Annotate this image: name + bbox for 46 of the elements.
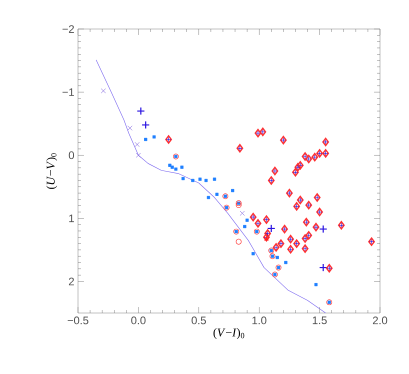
point (236, 202, 242, 208)
point (144, 138, 148, 142)
point (252, 252, 255, 256)
x-tick-label: 0.5 (192, 316, 206, 324)
point (168, 164, 172, 167)
point (170, 166, 174, 169)
y-axis-title: (U−V)$_{0}$ (46, 153, 58, 189)
point (191, 178, 194, 182)
point (100, 88, 106, 94)
point (136, 106, 145, 116)
point (204, 178, 208, 182)
point (236, 238, 242, 245)
point (243, 224, 246, 228)
point (319, 263, 328, 272)
x-tick-label: 2.0 (372, 316, 388, 324)
point (215, 192, 219, 196)
point (284, 260, 288, 264)
point (319, 224, 328, 234)
x-tick-label: 1.0 (252, 316, 266, 324)
point (180, 166, 184, 169)
line-series (96, 60, 326, 314)
point (127, 126, 132, 131)
point (212, 178, 216, 181)
point (206, 196, 210, 200)
point (136, 152, 141, 158)
y-tick-label: 2 (68, 278, 74, 286)
point (141, 120, 150, 130)
y-tick-label: −2 (62, 25, 74, 33)
point (182, 176, 185, 180)
y-tick-label: −1 (62, 88, 74, 96)
x-axis-title: (V−I)$_{0}$ (213, 328, 244, 339)
point (152, 135, 156, 139)
point (246, 218, 249, 222)
y-tick-label: 0 (68, 151, 74, 160)
x-tick-label: 0.0 (131, 316, 146, 324)
point (231, 188, 234, 192)
point (198, 178, 202, 181)
point (267, 224, 276, 233)
point (240, 210, 245, 216)
point (276, 256, 279, 260)
x-tick-label: −0.5 (68, 316, 88, 324)
point (174, 168, 178, 171)
y-tick-label: 1 (69, 214, 74, 222)
x-tick-label: 1.5 (312, 316, 327, 324)
point (314, 283, 318, 286)
point (134, 142, 140, 147)
